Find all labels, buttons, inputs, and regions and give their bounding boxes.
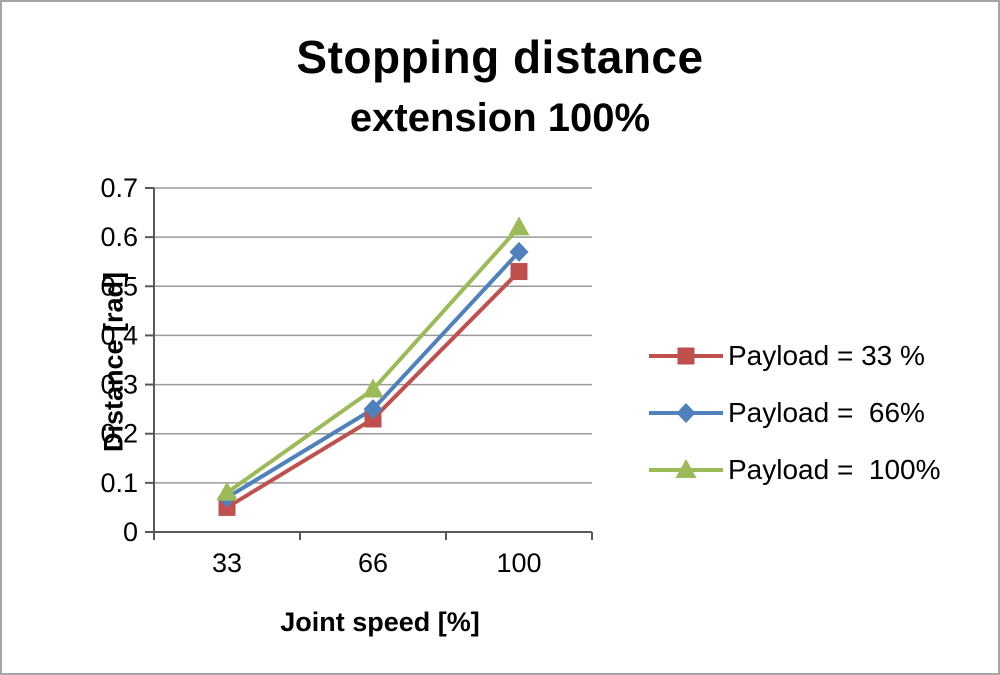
- series-marker: [363, 399, 383, 420]
- legend-sample-diamond-icon: [649, 403, 723, 423]
- y-tick-label: 0.1: [100, 468, 138, 498]
- y-tick-label: 0.4: [100, 320, 138, 350]
- plot-area: 0 0.1 0.2 0.3 0.4 0.5 0.6 0.7 33 66 100: [100, 177, 593, 578]
- legend-label: Payload = 33 %: [728, 340, 925, 371]
- x-tick-label: 33: [212, 548, 242, 578]
- x-tick-label: 66: [358, 548, 388, 578]
- legend-marker: [676, 403, 696, 423]
- x-axis-title: Joint speed [%]: [280, 607, 480, 637]
- y-tick-label: 0.6: [100, 222, 138, 252]
- series-line-2: [225, 225, 521, 495]
- legend-sample-triangle-icon: [649, 459, 723, 478]
- legend-marker: [675, 459, 697, 478]
- legend-item-1: Payload = 66%: [647, 392, 941, 434]
- axes: [145, 187, 593, 540]
- y-tick-label: 0.2: [100, 419, 138, 449]
- chart-title: Stopping distance: [296, 31, 704, 83]
- series-markers-2: [216, 216, 530, 501]
- legend: Payload = 33 % Payload = 66% Payload = 100…: [647, 335, 941, 491]
- legend-marker: [677, 347, 695, 365]
- series-marker: [510, 263, 528, 281]
- legend-sample-square-icon: [649, 347, 723, 365]
- series-marker: [362, 378, 384, 398]
- chart-subtitle: extension 100%: [349, 96, 651, 140]
- legend-label: Payload = 66%: [728, 397, 925, 428]
- y-tick-label: 0.7: [100, 177, 138, 203]
- tick-labels: 0 0.1 0.2 0.3 0.4 0.5 0.6 0.7 33 66 100: [100, 177, 541, 578]
- legend-item-2: Payload = 100%: [647, 449, 941, 491]
- y-tick-label: 0.3: [100, 370, 138, 400]
- legend-label: Payload = 100%: [728, 454, 941, 485]
- y-tick-label: 0.5: [100, 271, 138, 301]
- series-marker: [216, 481, 238, 501]
- legend-item-0: Payload = 33 %: [647, 335, 941, 377]
- series-marker: [509, 241, 529, 262]
- y-tick-label: 0: [123, 517, 138, 547]
- x-tick-label: 100: [496, 548, 541, 578]
- series-marker: [508, 216, 530, 236]
